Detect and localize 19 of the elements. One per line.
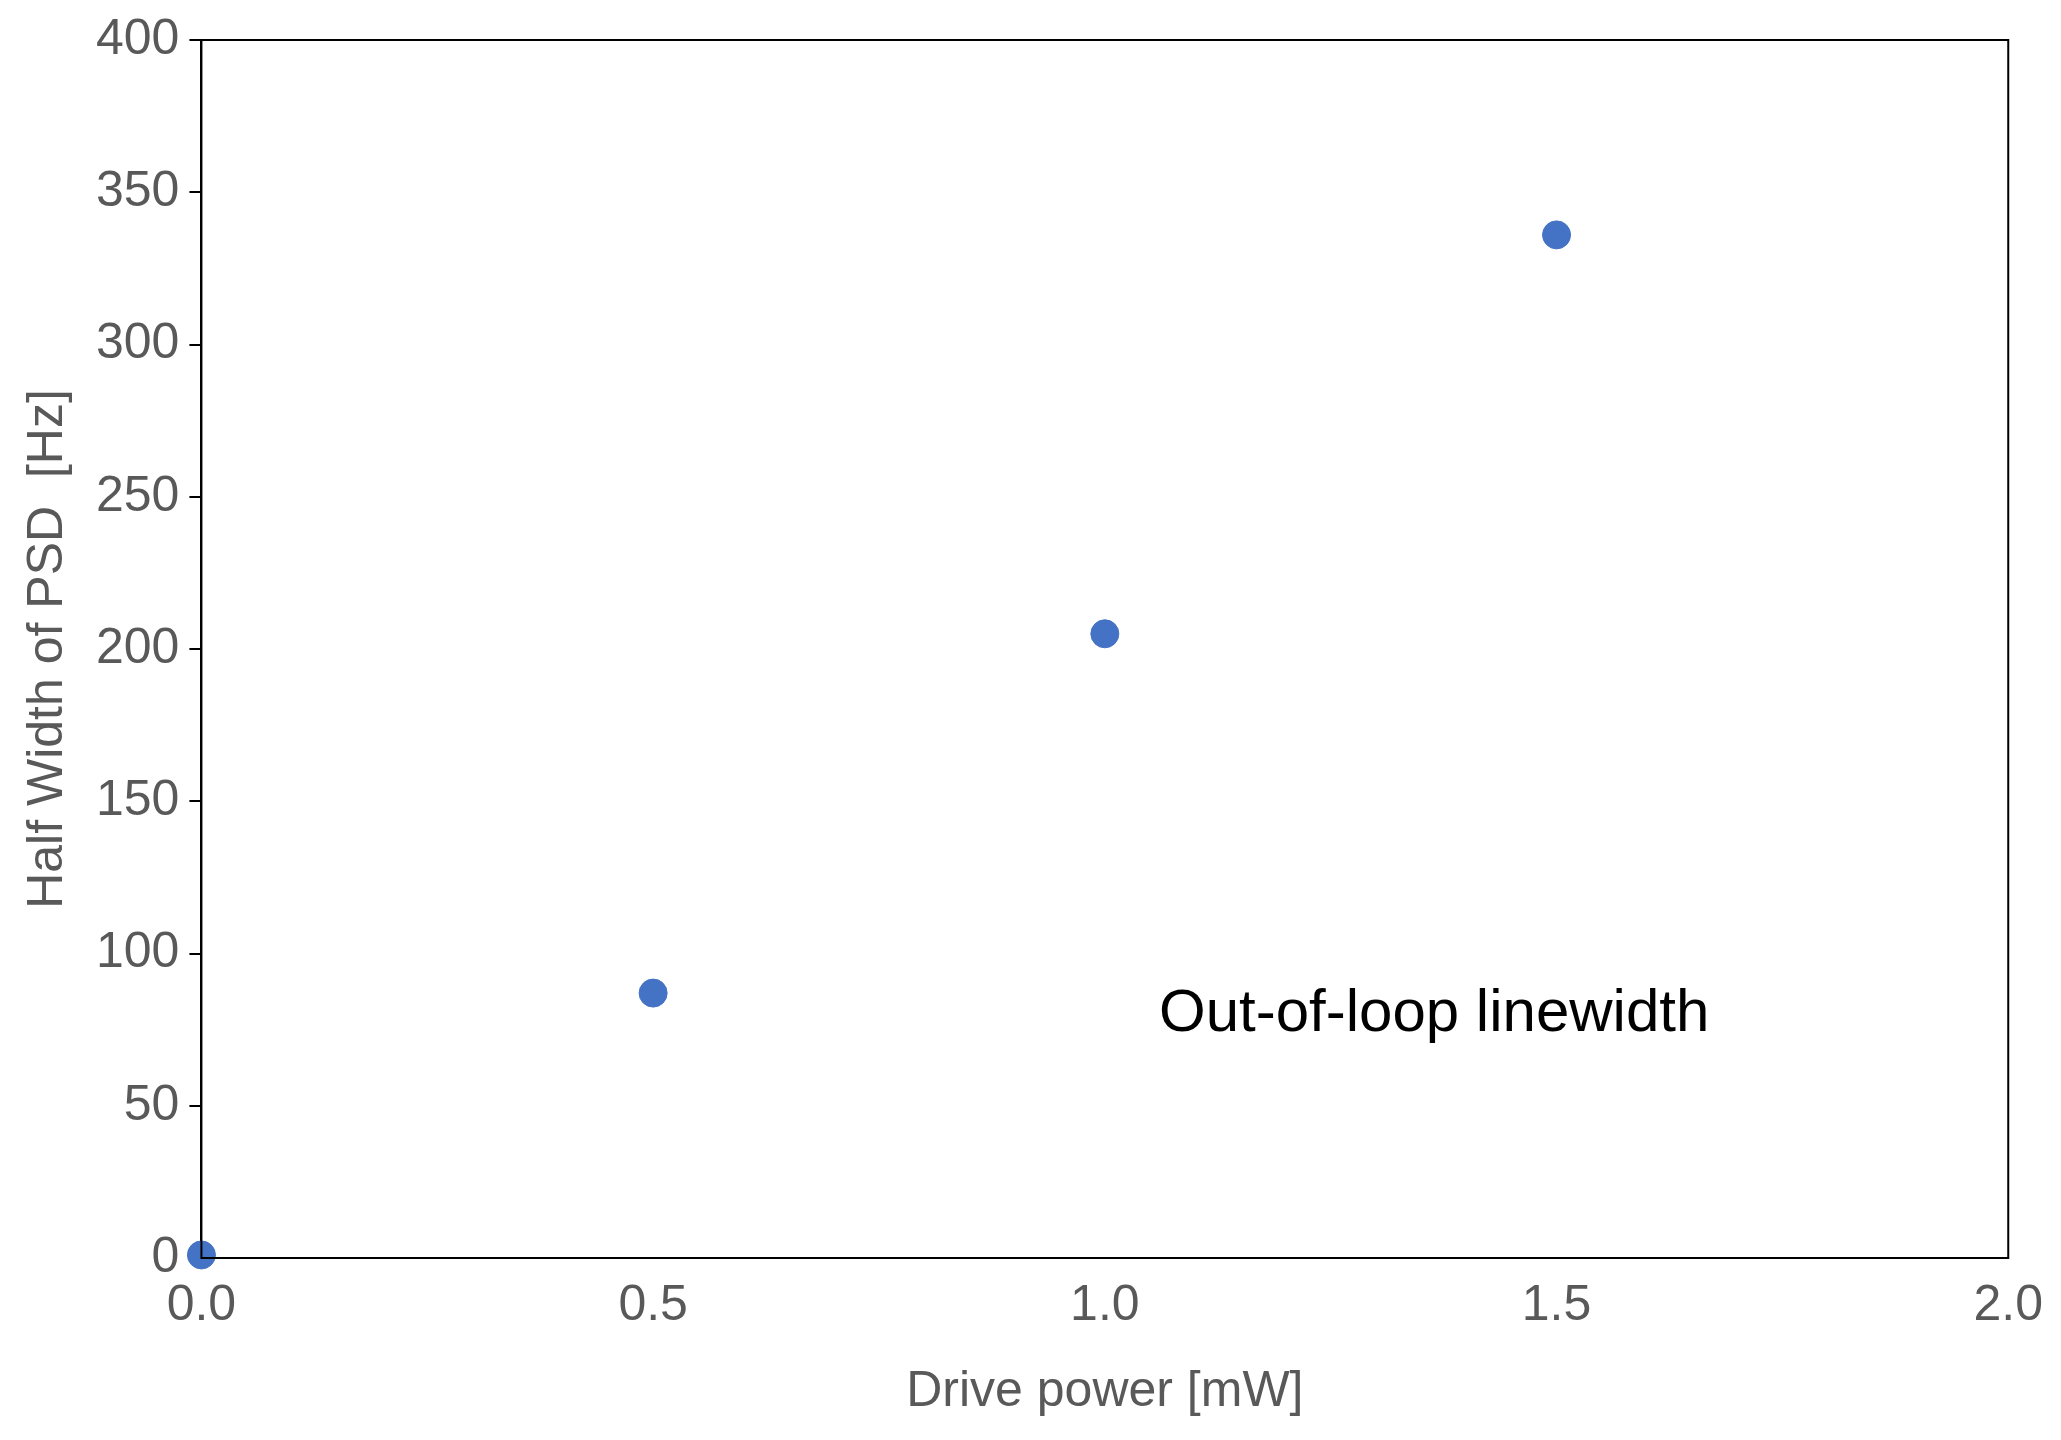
x-tick-label: 2.0 xyxy=(1973,1274,2043,1331)
x-tick-label: 1.0 xyxy=(1070,1274,1140,1331)
y-axis-title: Half Width of PSD [Hz] xyxy=(16,389,73,909)
y-tick-label: 100 xyxy=(95,922,180,979)
x-axis-title: Drive power [mW] xyxy=(906,1360,1304,1417)
point xyxy=(1090,619,1120,649)
y-tick-label: 350 xyxy=(95,161,180,218)
point xyxy=(638,978,668,1008)
annotation: Out-of-loop linewidth xyxy=(1159,976,1710,1044)
point xyxy=(186,1240,216,1270)
point xyxy=(1542,220,1572,250)
y-tick-label: 200 xyxy=(95,617,180,674)
x-tick-label: 0.5 xyxy=(618,1274,688,1331)
y-tick-label: 300 xyxy=(95,313,180,370)
x-tick-label: 1.5 xyxy=(1521,1274,1592,1331)
y-tick-label: 150 xyxy=(95,770,180,827)
y-tick-label: 400 xyxy=(95,8,180,65)
y-tick-label: 250 xyxy=(95,465,180,522)
y-tick-label: 50 xyxy=(123,1074,180,1131)
